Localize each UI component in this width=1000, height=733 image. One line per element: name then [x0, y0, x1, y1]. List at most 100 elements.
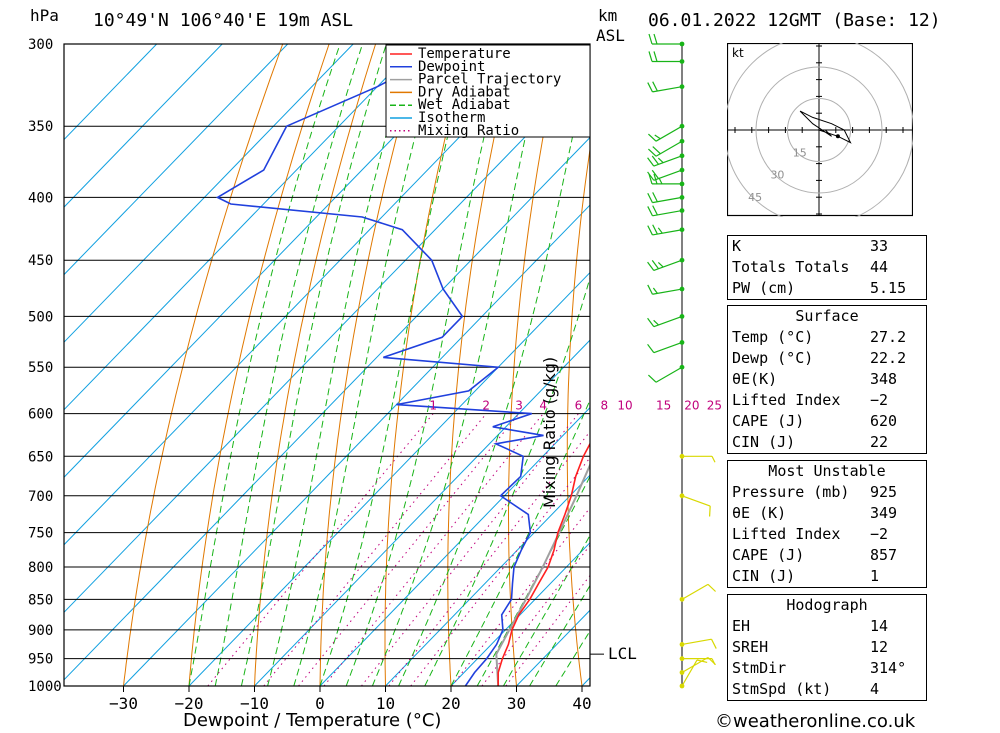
isotherm-line [385, 474, 590, 686]
legend-entry: Mixing Ratio [418, 123, 519, 139]
mixing-ratio-label: 20 [684, 399, 699, 413]
wind-barb-flag [648, 148, 657, 157]
mixing-ratio-label: 4 [539, 399, 547, 413]
km-label: km [598, 6, 618, 25]
pressure-tick-label: 900 [28, 623, 53, 639]
isotherm-line [64, 44, 420, 411]
x-tick-label: 10 [376, 694, 395, 713]
wind-barb-flag [711, 456, 716, 463]
wind-barb-dot [679, 41, 685, 47]
wind-barb-flag [647, 343, 655, 354]
pressure-tick-label: 700 [28, 489, 53, 505]
wind-barb-dot [679, 84, 685, 90]
pressure-tick-label: 600 [28, 407, 53, 423]
index-value: −2 [870, 391, 889, 409]
wind-barb-dot [679, 195, 685, 200]
mixing-ratio-line [410, 457, 590, 686]
wind-barb [647, 167, 685, 181]
legend-entry: Parcel Trajectory [418, 72, 561, 88]
pressure-tick-label: 650 [28, 449, 53, 465]
wind-barb-flag [707, 583, 716, 592]
mixing-ratio-label: 25 [707, 399, 722, 413]
pressure-tick-label: 400 [28, 190, 53, 206]
parcel-trajectory-line [495, 462, 590, 686]
plot-frame [63, 43, 591, 687]
isotherm-line [254, 339, 590, 686]
wind-barb-flag [652, 81, 658, 92]
pressure-tick-label: 500 [28, 309, 53, 325]
indices-basic-table: K 33 Totals Totals 44 PW (cm) 5.15 [727, 235, 927, 300]
dry-adiabat-line [979, 44, 1000, 686]
wind-barb-dot [679, 596, 685, 602]
index-value: 27.2 [870, 328, 907, 346]
wind-barb-flag [648, 33, 653, 45]
wind-barb [648, 364, 685, 383]
wind-barb [647, 205, 685, 217]
x-axis-label: Dewpoint / Temperature (°C) [183, 710, 442, 731]
index-label: Lifted Index [732, 391, 841, 409]
wind-barb-flag [711, 638, 717, 649]
mixing-ratio-label: 6 [575, 399, 583, 413]
index-row: Temp (°C) 27.2 [728, 327, 927, 348]
index-value: 348 [870, 370, 898, 388]
index-row: SREH 12 [728, 637, 927, 658]
index-label: StmSpd (kt) [732, 680, 832, 698]
wind-barb [647, 81, 685, 93]
wind-barb [648, 138, 685, 157]
wind-barb-shaft [681, 495, 711, 507]
pressure-tick-label: 750 [28, 526, 53, 542]
index-label: K [732, 237, 742, 255]
wind-barb-shaft [681, 659, 698, 687]
wind-barb-flag [647, 171, 655, 181]
mixing-ratio-label: 10 [617, 399, 632, 413]
wind-barb-flag [651, 260, 659, 270]
wind-barb [648, 173, 685, 187]
wind-barb-shaft [681, 583, 709, 600]
wind-barb-flag [647, 225, 653, 236]
wind-barb-flag [647, 317, 655, 328]
wind-barb [648, 33, 685, 47]
wind-barb-dot [679, 642, 685, 647]
x-tick-label: −30 [109, 694, 138, 713]
wind-barb [648, 123, 685, 142]
index-value: 925 [870, 483, 898, 501]
index-row: PW (cm) 5.15 [728, 278, 927, 300]
wind-barb-flag [708, 506, 711, 517]
hodograph-unit: kt [732, 46, 744, 60]
wind-barb-flag [648, 173, 653, 185]
wind-barb [679, 583, 716, 602]
wind-barb-flag [657, 262, 664, 268]
pressure-tick-label: 950 [28, 652, 53, 668]
index-value: 44 [870, 258, 889, 276]
wind-barb-flag [652, 287, 658, 294]
index-label: Temp (°C) [732, 328, 814, 346]
isotherm-line [450, 541, 590, 686]
dry-adiabat-line [933, 44, 1000, 686]
wind-barb-shaft [653, 341, 683, 354]
wind-barb [647, 153, 685, 167]
temperature-line [497, 442, 590, 686]
index-row: EH 14 [728, 616, 927, 637]
index-row: CIN (J) 1 [728, 566, 927, 588]
mixing-ratio-label: 1 [429, 399, 437, 413]
wind-barb-flag [648, 133, 657, 142]
isotherm-line [64, 44, 289, 276]
wind-barb [647, 340, 685, 354]
index-row: StmDir 314° [728, 658, 927, 679]
dry-adiabat-line [624, 44, 654, 686]
wind-barb-flag [647, 284, 653, 295]
wind-barb-flag [651, 155, 659, 165]
hodograph-ring-label: 45 [748, 191, 762, 204]
index-label: Lifted Index [732, 525, 841, 543]
location-title: 10°49'N 106°40'E 19m ASL [93, 10, 354, 31]
wind-barb-dot [679, 286, 685, 292]
index-value: 14 [870, 617, 889, 635]
x-tick-label: −10 [240, 694, 269, 713]
isotherm-line [64, 136, 590, 681]
index-value: 12 [870, 638, 889, 656]
index-row: Pressure (mb) 925 [728, 482, 927, 503]
wind-barb-dot [679, 59, 685, 64]
wet-adiabat-line [188, 44, 341, 686]
index-label: CIN (J) [732, 433, 796, 451]
wind-barb-dot [679, 364, 685, 370]
